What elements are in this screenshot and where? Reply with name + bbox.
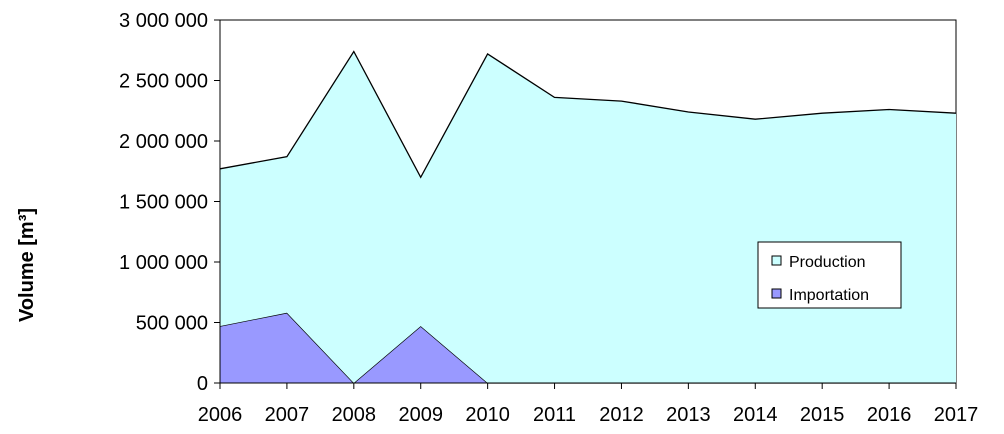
x-tick-label: 2012 <box>599 404 644 426</box>
x-tick-label: 2006 <box>198 404 243 426</box>
area-importation <box>220 312 956 383</box>
legend-swatch-importation <box>771 288 782 299</box>
axes: 0 500 000 1 000 000 1 500 000 2 000 000 2 500… <box>119 10 978 426</box>
x-tick-label: 2010 <box>465 404 510 426</box>
x-tick-label: 2008 <box>332 404 377 426</box>
x-tick-label: 2016 <box>867 404 912 426</box>
x-tick-label: 2007 <box>265 404 310 426</box>
y-tick-label: 2 000 000 <box>119 131 208 153</box>
x-tick-label: 2015 <box>800 404 845 426</box>
y-tick-label: 0 <box>197 373 208 395</box>
plot-area <box>219 19 957 384</box>
x-tick-label: 2017 <box>934 404 979 426</box>
area-production-outline <box>219 50 957 179</box>
x-tick-label: 2009 <box>398 404 443 426</box>
y-tick-label: 3 000 000 <box>119 10 208 32</box>
legend-label-importation: Importation <box>789 287 869 304</box>
x-tick-label: 2011 <box>533 404 576 426</box>
x-tick-label: 2013 <box>666 404 711 426</box>
y-tick-label: 500 000 <box>136 313 208 335</box>
y-tick-label: 2 500 000 <box>119 71 208 93</box>
y-axis-title: Volume [m³] <box>16 208 38 322</box>
y-tick-label: 1 500 000 <box>119 192 208 214</box>
legend-box <box>757 241 902 309</box>
y-tick-label: 1 000 000 <box>119 252 208 274</box>
legend: Production Importation <box>757 241 902 309</box>
legend-swatch-production <box>771 255 782 266</box>
x-tick-label: 2014 <box>733 404 778 426</box>
legend-label-production: Production <box>789 254 866 271</box>
